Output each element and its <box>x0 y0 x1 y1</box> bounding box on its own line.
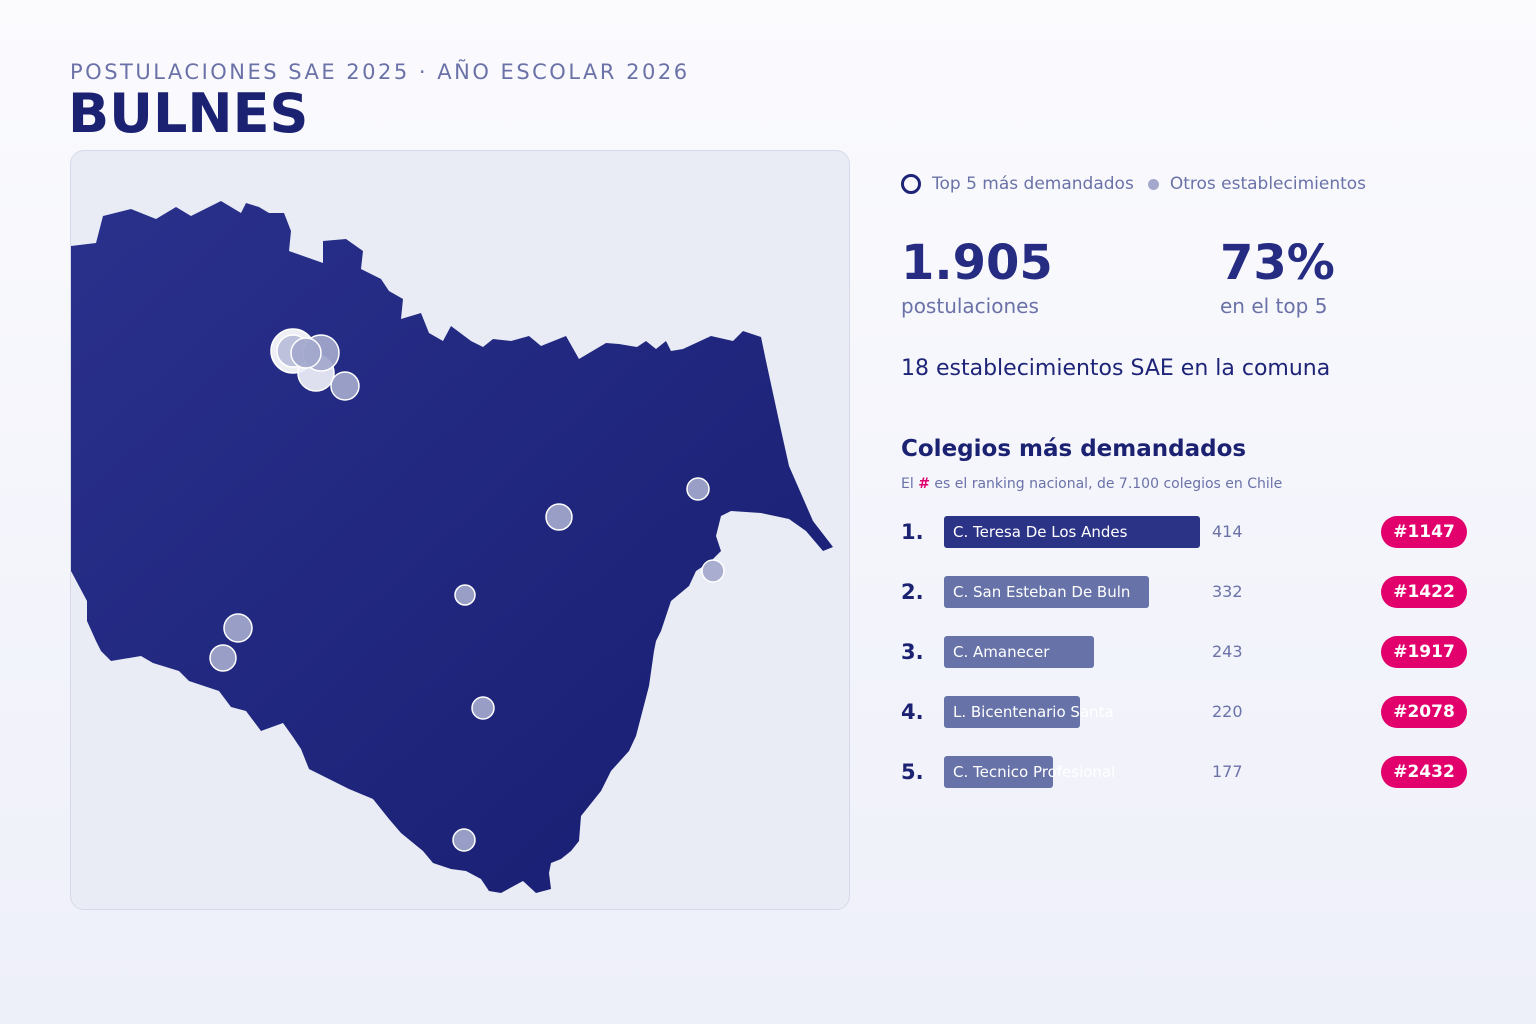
applications-label: postulaciones <box>901 294 1039 318</box>
applications-value: 1.905 <box>901 235 1053 291</box>
ranking-row[interactable]: 5. C. Tecnico Profesional 177 #2432 <box>901 756 1467 788</box>
other-dot-icon <box>1147 178 1159 190</box>
ranking-row[interactable]: 1. C. Teresa De Los Andes 414 #1147 <box>901 516 1467 548</box>
row-bar <box>944 756 1053 788</box>
commune-title: BULNES <box>68 82 309 145</box>
row-national-rank-badge: #1917 <box>1381 636 1467 668</box>
row-applications: 332 <box>1212 582 1243 601</box>
school-marker[interactable] <box>545 503 573 531</box>
row-bar <box>944 636 1094 668</box>
row-national-rank-badge: #1422 <box>1381 576 1467 608</box>
school-marker[interactable] <box>471 696 495 720</box>
row-bar <box>944 576 1149 608</box>
school-marker[interactable] <box>686 477 710 501</box>
row-rank: 5. <box>901 760 924 784</box>
row-school-name: C. Tecnico Profesional <box>953 763 1116 781</box>
top5-share-value: 73% <box>1220 235 1335 291</box>
row-school-name: C. San Esteban De Buln <box>953 583 1131 601</box>
top5-share-label: en el top 5 <box>1220 294 1328 318</box>
row-school-name: C. Teresa De Los Andes <box>953 523 1128 541</box>
top5-ring-icon <box>901 174 921 194</box>
row-applications: 220 <box>1212 702 1243 721</box>
map-subtitle: POSTULACIONES SAE 2025 · AÑO ESCOLAR 202… <box>70 60 690 84</box>
school-marker[interactable] <box>209 644 237 672</box>
row-applications: 243 <box>1212 642 1243 661</box>
ranking-row[interactable]: 4. L. Bicentenario Santa 220 #2078 <box>901 696 1467 728</box>
map-legend: Top 5 más demandados Otros establecimien… <box>901 174 1366 194</box>
ranking-row[interactable]: 3. C. Amanecer 243 #1917 <box>901 636 1467 668</box>
row-national-rank-badge: #2078 <box>1381 696 1467 728</box>
commune-shape <box>71 201 833 893</box>
ranking-row[interactable]: 2. C. San Esteban De Buln 332 #1422 <box>901 576 1467 608</box>
row-applications: 414 <box>1212 522 1243 541</box>
top5-share-stat: 73% en el top 5 <box>1220 232 1335 318</box>
map-panel[interactable] <box>70 150 850 910</box>
note-prefix: El <box>901 476 914 492</box>
row-bar <box>944 696 1080 728</box>
school-marker[interactable] <box>290 337 322 369</box>
row-rank: 2. <box>901 580 924 604</box>
legend-top5-label: Top 5 más demandados <box>932 174 1134 194</box>
ranking-note: El # es el ranking nacional, de 7.100 co… <box>901 476 1282 492</box>
row-rank: 1. <box>901 520 924 544</box>
applications-stat: 1.905 postulaciones <box>901 232 1053 318</box>
legend-others-label: Otros establecimientos <box>1169 174 1367 194</box>
row-school-name: L. Bicentenario Santa <box>953 703 1114 721</box>
school-marker[interactable] <box>452 828 476 852</box>
ranking-title: Colegios más demandados <box>901 436 1247 462</box>
row-national-rank-badge: #1147 <box>1381 516 1467 548</box>
school-marker[interactable] <box>223 613 253 643</box>
row-school-name: C. Amanecer <box>953 643 1050 661</box>
school-marker[interactable] <box>454 584 476 606</box>
school-marker[interactable] <box>701 559 725 583</box>
note-suffix: es el ranking nacional, de 7.100 colegio… <box>934 476 1283 492</box>
schools-count: 18 establecimientos SAE en la comuna <box>901 356 1331 381</box>
school-markers <box>209 328 725 852</box>
row-national-rank-badge: #2432 <box>1381 756 1467 788</box>
note-hash: # <box>918 476 930 492</box>
commune-map[interactable] <box>71 151 850 910</box>
row-rank: 3. <box>901 640 924 664</box>
school-marker[interactable] <box>330 371 360 401</box>
row-rank: 4. <box>901 700 924 724</box>
row-bar <box>944 516 1200 548</box>
row-applications: 177 <box>1212 762 1243 781</box>
